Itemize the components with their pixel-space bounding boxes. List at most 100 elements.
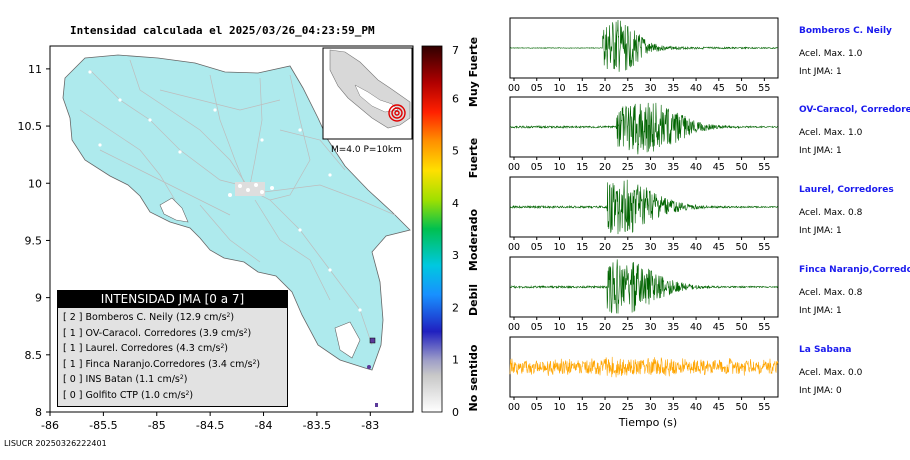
y-tick-label: 8 bbox=[35, 406, 42, 419]
legend-row: [ 0 ] Golfito CTP (1.0 cm/s2) bbox=[58, 386, 287, 402]
legend-row-text: [ 1 ] Laurel. Corredores (4.3 bbox=[63, 343, 198, 354]
y-tick-label: 9 bbox=[35, 292, 42, 305]
seismogram-panel: 00 05 10 15 20 25 30 35 40 45 50 55 Bomberos C. Neil… bbox=[508, 17, 910, 429]
legend-row: [ 2 ] Bomberos C. Neily (12.9 cm/s2) bbox=[58, 308, 287, 324]
seismo-tick-label: 20 bbox=[599, 83, 611, 94]
seismo-tick-label: 50 bbox=[736, 83, 748, 94]
legend-row-unit: cm/s bbox=[203, 312, 227, 323]
seismo-station-panel: 00 05 10 15 20 25 30 35 40 45 50 55 La Sabana Acel. M… bbox=[508, 336, 863, 413]
legend-row: [ 0 ] INS Batan (1.1 cm/s2) bbox=[58, 370, 287, 386]
seismo-tick-label: 20 bbox=[599, 242, 611, 253]
seismo-tick-label: 30 bbox=[645, 162, 657, 173]
legend-row-close: ) bbox=[224, 343, 228, 354]
legend-row: [ 1 ] Laurel. Corredores (4.3 cm/s2) bbox=[58, 339, 287, 355]
seismo-tick-label: 45 bbox=[713, 162, 725, 173]
seismo-station-panel: 00 05 10 15 20 25 30 35 40 45 50 55 Bomberos C. Neil… bbox=[508, 17, 892, 94]
seismo-tick-label: 15 bbox=[576, 242, 588, 253]
seismo-tick-label: 55 bbox=[758, 322, 770, 333]
seismo-tick-label: 10 bbox=[553, 402, 565, 413]
seismo-station-panel: 00 05 10 15 20 25 30 35 40 45 50 55 OV-Caracol, Corr… bbox=[508, 96, 910, 173]
seismo-tick-label: 00 bbox=[508, 162, 520, 173]
station-int-jma: Int JMA: 1 bbox=[799, 146, 842, 156]
colorbar-tick-label: 6 bbox=[452, 92, 459, 105]
legend-row-unit: cm/s bbox=[229, 358, 253, 370]
station-name: Laurel, Corredores bbox=[799, 185, 894, 195]
seismo-station-panel: 00 05 10 15 20 25 30 35 40 45 50 55 Laurel, Corredor… bbox=[508, 176, 894, 253]
seismo-tick-label: 40 bbox=[690, 322, 702, 333]
seismo-tick-label: 40 bbox=[690, 242, 702, 253]
seismo-tick-label: 45 bbox=[713, 83, 725, 94]
seismo-tick-label: 15 bbox=[576, 322, 588, 333]
legend-row-text: [ 1 ] OV-Caracol. Corredores (3.9 bbox=[63, 327, 222, 339]
seismo-tick-label: 40 bbox=[690, 162, 702, 173]
seismo-trace bbox=[509, 19, 779, 72]
seismo-tick-label: 40 bbox=[690, 402, 702, 413]
seismo-tick-label: 50 bbox=[736, 162, 748, 173]
legend-row-text: [ 0 ] Golfito CTP (1.0 bbox=[63, 389, 163, 401]
station-acel-max: Acel. Max. 0.0 bbox=[799, 368, 863, 378]
seismo-tick-label: 05 bbox=[531, 242, 543, 253]
legend-row-unit: cm/s bbox=[162, 389, 186, 401]
station-name: OV-Caracol, Corredores bbox=[799, 105, 910, 115]
seismo-tick-label: 05 bbox=[531, 162, 543, 173]
legend-row-text: [ 0 ] INS Batan (1.1 bbox=[63, 374, 158, 385]
seismo-tick-label: 15 bbox=[576, 83, 588, 94]
colorbar-ticks: 7 6 5 4 3 2 1 0 bbox=[452, 44, 459, 419]
x-tick-label: -85 bbox=[148, 419, 166, 432]
seismo-tick-label: 30 bbox=[645, 322, 657, 333]
colorbar-tick-label: 7 bbox=[452, 44, 459, 57]
legend-header: INTENSIDAD JMA [0 a 7] bbox=[58, 291, 287, 308]
seismo-tick-label: 45 bbox=[713, 402, 725, 413]
y-tick-label: 9.5 bbox=[25, 234, 43, 247]
legend-row-unit: cm/s bbox=[221, 327, 244, 339]
station-acel-max: Acel. Max. 1.0 bbox=[799, 49, 863, 59]
colorbar-tick-label: 4 bbox=[452, 197, 459, 210]
legend-row-close: ) bbox=[230, 312, 235, 323]
legend-row-unit-exp: 2 bbox=[185, 389, 190, 397]
epicenter-marker bbox=[369, 337, 376, 344]
legend-rows: [ 2 ] Bomberos C. Neily (12.9 cm/s2) [ 1 … bbox=[58, 308, 287, 401]
seismo-tick-label: 15 bbox=[576, 162, 588, 173]
station-name: Finca Naranjo,Corredores bbox=[799, 265, 910, 275]
seismo-tick-label: 10 bbox=[553, 242, 565, 253]
seismo-tick-label: 55 bbox=[758, 162, 770, 173]
seismo-tick-label: 50 bbox=[736, 322, 748, 333]
seismo-tick-label: 25 bbox=[622, 83, 634, 94]
seismo-tick-label: 35 bbox=[667, 402, 679, 413]
seismo-tick-label: 10 bbox=[553, 162, 565, 173]
seismo-tick-label: 55 bbox=[758, 242, 770, 253]
seismo-tick-label: 50 bbox=[736, 242, 748, 253]
x-tick-label: -86 bbox=[41, 419, 59, 432]
seismo-tick-label: 05 bbox=[531, 83, 543, 94]
station-marker bbox=[367, 365, 371, 369]
seismo-tick-label: 55 bbox=[758, 83, 770, 94]
colorbar-level-label: Fuerte bbox=[467, 138, 480, 178]
station-acel-max: Acel. Max. 0.8 bbox=[799, 208, 863, 218]
colorbar-tick-label: 3 bbox=[452, 249, 459, 262]
station-acel-max: Acel. Max. 1.0 bbox=[799, 128, 863, 138]
station-int-jma: Int JMA: 1 bbox=[799, 67, 842, 77]
map-title: Intensidad calculada el 2025/03/26_04:23… bbox=[70, 24, 375, 37]
seismo-tick-label: 25 bbox=[622, 322, 634, 333]
town-markers bbox=[88, 70, 362, 312]
seismo-tick-label: 35 bbox=[667, 242, 679, 253]
seismo-tick-label: 20 bbox=[599, 322, 611, 333]
y-tick-label: 8.5 bbox=[25, 349, 43, 362]
inset-label: M=4.0 P=10km bbox=[331, 145, 402, 155]
seismo-tick-label: 50 bbox=[736, 402, 748, 413]
intensity-legend: INTENSIDAD JMA [0 a 7] [ 2 ] Bomberos C.… bbox=[57, 290, 288, 407]
seismo-tick-label: 35 bbox=[667, 322, 679, 333]
legend-row-unit-exp: 2 bbox=[226, 312, 231, 319]
epicenter-rings bbox=[388, 104, 406, 122]
seismo-tick-label: 55 bbox=[758, 402, 770, 413]
colorbar-labels: Muy Fuerte Fuerte Moderado Debil No sentido bbox=[467, 37, 480, 412]
gulf-of-nicoya bbox=[159, 197, 189, 223]
x-tick-label: -85.5 bbox=[89, 419, 117, 432]
colorbar-tick-label: 2 bbox=[452, 301, 459, 314]
legend-row-close: ) bbox=[256, 358, 261, 370]
legend-row-close: ) bbox=[189, 389, 194, 401]
colorbar-level-label: Muy Fuerte bbox=[467, 37, 480, 107]
legend-row-unit-exp: 2 bbox=[243, 327, 248, 335]
seismo-tick-label: 10 bbox=[553, 322, 565, 333]
seismo-tick-label: 30 bbox=[645, 83, 657, 94]
